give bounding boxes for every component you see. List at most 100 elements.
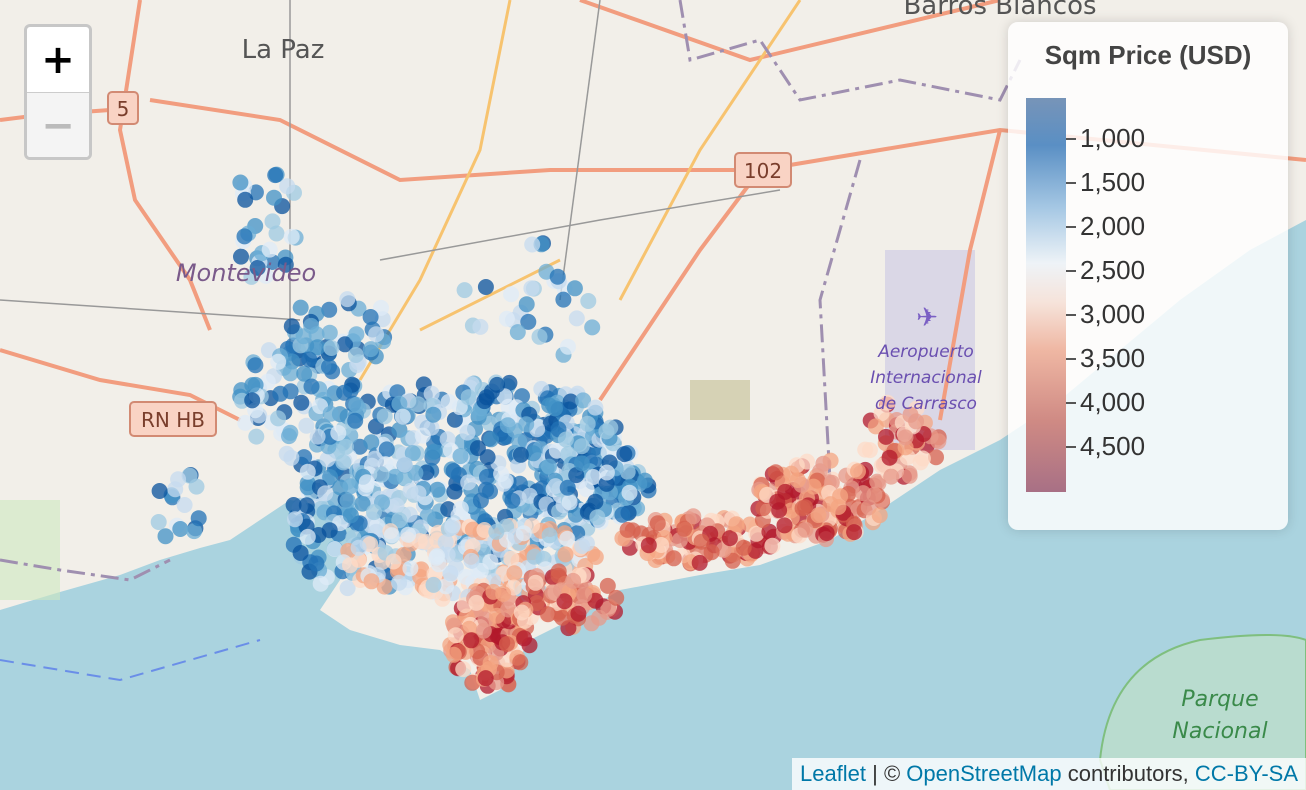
water-rio-de-la-plata: [0, 220, 1306, 790]
price-point: [244, 392, 261, 409]
price-point: [354, 495, 371, 512]
price-point: [321, 358, 337, 375]
zoom-in-button[interactable]: +: [27, 27, 89, 93]
legend-tick: [1066, 402, 1076, 404]
price-point: [540, 606, 556, 623]
price-point: [233, 248, 249, 265]
price-point: [342, 478, 359, 495]
price-point: [575, 392, 592, 409]
attribution-contributors: contributors,: [1061, 761, 1195, 786]
price-point: [322, 469, 339, 486]
price-point: [366, 450, 383, 467]
price-point: [348, 396, 365, 413]
price-point: [850, 463, 866, 480]
price-point: [557, 431, 574, 448]
price-point: [232, 174, 249, 191]
license-link[interactable]: CC-BY-SA: [1194, 761, 1298, 786]
price-point: [268, 225, 285, 242]
legend-tick: [1066, 446, 1076, 448]
price-point: [472, 318, 489, 335]
price-point: [776, 517, 793, 534]
price-point: [358, 474, 375, 491]
price-point: [547, 478, 564, 495]
price-point: [424, 444, 441, 461]
green-area: [0, 500, 60, 600]
price-point: [299, 475, 316, 492]
price-point: [598, 475, 615, 492]
price-point: [309, 428, 326, 445]
price-point: [721, 530, 738, 547]
price-point: [873, 405, 890, 422]
price-point: [301, 351, 318, 368]
price-point: [518, 416, 535, 433]
price-point: [188, 478, 205, 495]
price-point: [321, 324, 338, 341]
legend-tick-label: 2,500: [1080, 255, 1146, 285]
price-point: [423, 385, 440, 402]
price-point: [691, 554, 708, 571]
price-point: [616, 446, 633, 463]
price-point: [326, 541, 343, 557]
price-point: [267, 167, 284, 184]
price-point: [282, 383, 299, 400]
legend: Sqm Price (USD) 1,000 1,500 2,000 2,500 3,00…: [1008, 22, 1288, 530]
price-point: [442, 565, 459, 582]
price-point: [755, 500, 772, 517]
price-point: [396, 456, 413, 473]
price-point: [385, 553, 402, 570]
price-point: [857, 441, 874, 458]
price-point: [455, 661, 472, 678]
price-point: [498, 310, 515, 327]
price-point: [767, 464, 784, 481]
price-point: [897, 429, 914, 446]
price-point: [554, 609, 571, 626]
price-point: [299, 528, 316, 545]
price-point: [376, 578, 393, 595]
price-point: [846, 524, 863, 541]
price-point: [478, 481, 495, 498]
legend-tick: [1066, 314, 1076, 316]
price-point: [559, 530, 576, 547]
price-point: [339, 291, 356, 308]
price-point: [308, 555, 325, 572]
price-point: [901, 467, 918, 484]
price-point: [425, 576, 442, 593]
price-point: [350, 539, 367, 556]
price-point: [279, 178, 296, 195]
price-point: [883, 468, 900, 485]
price-point: [391, 512, 408, 529]
price-point: [287, 511, 303, 528]
price-point: [513, 604, 530, 621]
price-point: [567, 506, 584, 523]
price-point: [296, 365, 313, 382]
price-point: [541, 458, 557, 475]
price-point: [619, 521, 636, 538]
zoom-out-button[interactable]: −: [27, 93, 89, 157]
legend-tick-label: 1,000: [1080, 123, 1146, 153]
price-point: [550, 567, 567, 584]
price-point: [515, 525, 532, 542]
price-point: [261, 241, 278, 258]
place-label-airport-2: Internacional: [870, 368, 982, 388]
price-point: [602, 419, 619, 436]
leaflet-link[interactable]: Leaflet: [799, 761, 867, 786]
price-point: [640, 537, 657, 554]
osm-link[interactable]: OpenStreetMap: [906, 761, 1062, 786]
legend-tick-label: 4,000: [1080, 387, 1146, 417]
price-point: [452, 448, 469, 465]
price-point: [430, 556, 447, 573]
price-point: [347, 412, 364, 429]
price-point: [248, 428, 265, 445]
price-point: [391, 395, 408, 412]
place-label-montevideo: Montevideo: [176, 259, 316, 287]
price-point: [703, 544, 720, 561]
price-point: [469, 440, 486, 457]
legend-tick: [1066, 358, 1076, 360]
price-point: [303, 378, 320, 395]
price-point: [497, 472, 514, 489]
price-point: [511, 475, 528, 492]
price-point: [794, 500, 811, 517]
price-point: [665, 550, 682, 567]
price-point: [186, 523, 203, 540]
price-point: [621, 484, 638, 501]
